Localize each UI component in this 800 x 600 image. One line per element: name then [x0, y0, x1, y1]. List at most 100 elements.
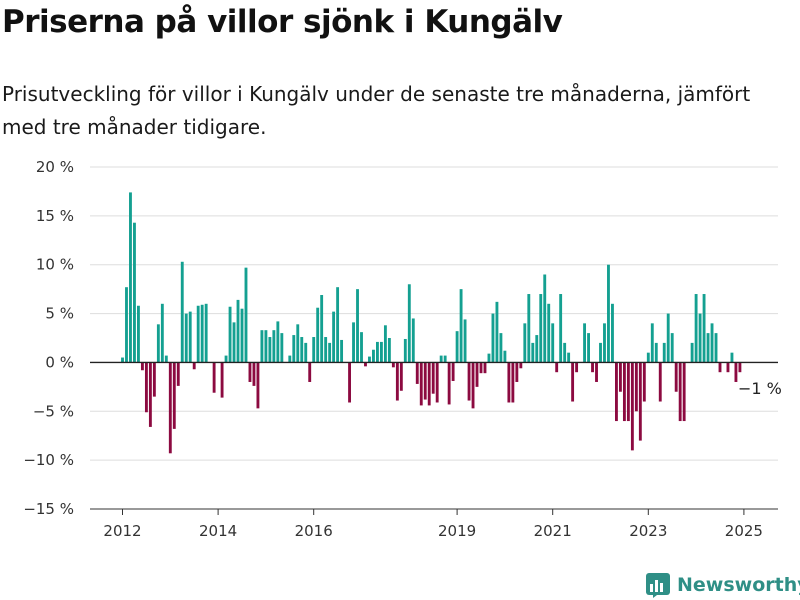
bar: [156, 324, 160, 363]
bar: [387, 338, 391, 363]
bar: [587, 333, 590, 363]
bar: [475, 362, 479, 387]
x-tick-label: 2021: [534, 522, 572, 540]
bar: [710, 323, 714, 363]
bar: [622, 362, 626, 422]
bar: [232, 322, 236, 363]
bars: [121, 192, 742, 454]
bar: [304, 342, 308, 363]
bar: [662, 342, 666, 363]
newsworthy-logo-icon: [646, 573, 670, 598]
bar: [168, 362, 172, 454]
bar: [503, 350, 507, 363]
bar: [236, 299, 240, 363]
y-tick-label: −15 %: [23, 500, 74, 518]
bar: [698, 313, 702, 363]
bar: [734, 362, 738, 382]
y-tick-label: 0 %: [45, 353, 74, 371]
y-axis-labels: 20 % 15 % 10 % 5 % 0 % −5 % −10 % −15 %: [23, 158, 74, 518]
bar: [431, 362, 435, 394]
bar: [224, 355, 228, 363]
bar: [583, 323, 586, 363]
y-tick-label: 5 %: [45, 305, 74, 323]
bar: [260, 330, 264, 363]
bar: [682, 362, 686, 422]
bar: [125, 287, 128, 363]
bar: [559, 294, 563, 363]
x-tick-label: 2019: [438, 522, 476, 540]
bar: [706, 333, 710, 363]
bar: [280, 333, 284, 363]
bar: [272, 330, 276, 363]
bar: [164, 355, 168, 363]
bar: [324, 337, 328, 363]
x-tick-label: 2025: [725, 522, 763, 540]
last-value-annotation: −1 %: [738, 379, 782, 398]
bar: [527, 294, 531, 363]
bar: [567, 352, 571, 363]
bar: [694, 294, 698, 363]
bar: [599, 342, 602, 363]
bar: [638, 362, 642, 441]
bar: [674, 362, 678, 392]
bar: [352, 322, 355, 363]
bar: [459, 289, 463, 363]
bar: [152, 362, 156, 397]
newsworthy-brand: Newsworthy: [645, 570, 800, 600]
bar: [356, 289, 359, 363]
bar: [427, 362, 431, 406]
bar: [595, 362, 598, 382]
bar: [383, 325, 387, 363]
bar: [451, 362, 455, 381]
bar: [575, 362, 579, 373]
bar: [654, 342, 658, 363]
bar: [630, 362, 634, 451]
bar: [539, 294, 543, 363]
bar: [658, 362, 662, 402]
bar: [240, 308, 244, 363]
bar: [368, 356, 371, 363]
bar: [439, 355, 443, 363]
bar: [144, 362, 148, 413]
bar: [615, 362, 618, 422]
bar: [137, 305, 140, 363]
bar: [435, 362, 439, 403]
bar: [316, 307, 320, 363]
bar: [407, 284, 411, 363]
bar: [738, 362, 742, 373]
bar: [571, 362, 575, 402]
y-tick-label: 20 %: [36, 158, 74, 176]
bar: [340, 339, 344, 363]
bar: [423, 362, 427, 400]
x-tick-label: 2023: [629, 522, 667, 540]
bar: [220, 362, 224, 398]
bar: [618, 362, 622, 392]
bar: [415, 362, 419, 384]
bar: [642, 362, 646, 402]
bar: [196, 305, 200, 363]
bar: [176, 362, 180, 386]
bar: [228, 306, 232, 363]
bar: [714, 333, 718, 363]
bar: [507, 362, 511, 403]
bar: [543, 274, 547, 363]
bar: [160, 303, 164, 363]
bar: [455, 331, 459, 363]
page-subtitle: Prisutveckling för villor i Kungälv unde…: [2, 82, 751, 139]
x-tick-label: 2012: [103, 522, 141, 540]
bar: [264, 330, 268, 363]
bar: [491, 313, 495, 363]
bar: [555, 362, 559, 373]
page-title: Priserna på villor sjönk i Kungälv: [2, 4, 563, 40]
bar: [690, 342, 694, 363]
bar: [300, 337, 304, 363]
bar: [328, 342, 332, 363]
x-axis: 2012 2014 2016 2019 2021 2023 2025: [103, 509, 763, 540]
bar: [336, 287, 340, 363]
bar: [364, 362, 367, 367]
bar: [204, 303, 208, 363]
bar: [646, 352, 650, 363]
bar: [718, 362, 722, 373]
bar: [188, 311, 192, 363]
bar: [702, 294, 706, 363]
